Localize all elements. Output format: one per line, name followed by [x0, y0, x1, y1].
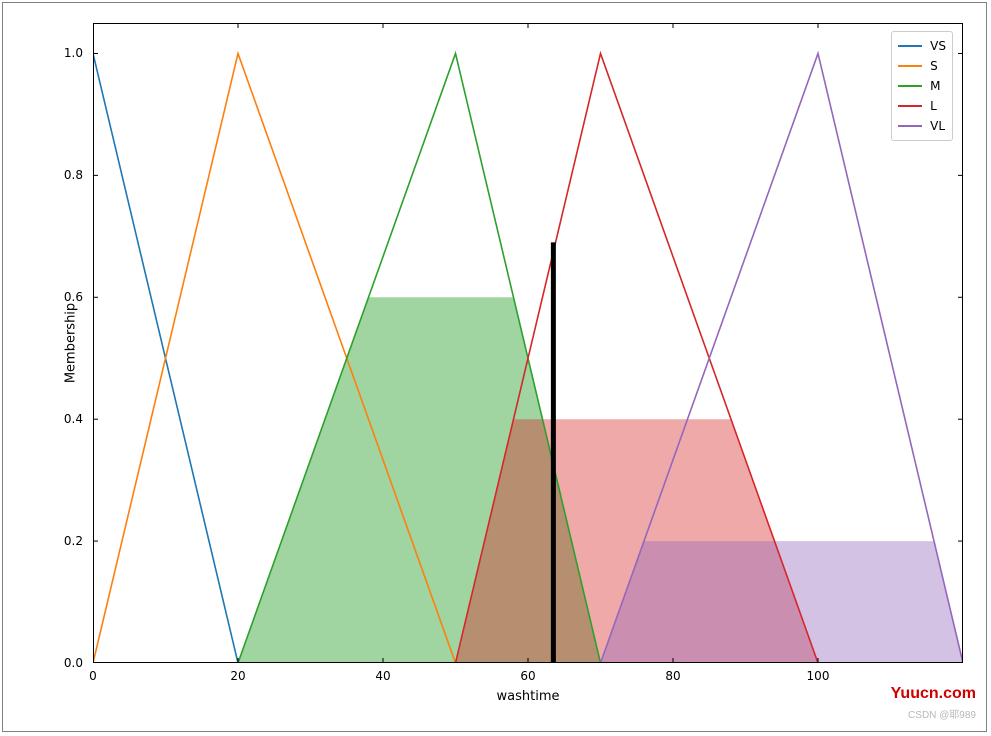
xtick-label: 40: [375, 669, 390, 683]
legend-swatch: [898, 85, 922, 87]
xtick-label: 100: [807, 669, 830, 683]
legend-swatch: [898, 125, 922, 127]
legend-label: S: [930, 59, 938, 73]
ytick-label: 1.0: [64, 46, 83, 60]
ytick-label: 0.4: [64, 412, 83, 426]
ytick-label: 0.6: [64, 290, 83, 304]
chart-frame: washtime Membership VS SML VL Yuucn.com CS…: [2, 2, 987, 732]
xtick-label: 0: [89, 669, 97, 683]
y-axis-label: Membership: [64, 303, 79, 383]
legend-label: VL: [930, 119, 945, 133]
watermark-csdn: CSDN @耶989: [908, 706, 976, 721]
plot-area: [93, 23, 963, 663]
legend-item-S: S: [898, 56, 946, 76]
legend-label: M: [930, 79, 940, 93]
ytick-label: 0.0: [64, 656, 83, 670]
ytick-label: 0.2: [64, 534, 83, 548]
xtick-label: 20: [230, 669, 245, 683]
plot-svg: [93, 23, 963, 663]
xtick-label: 80: [665, 669, 680, 683]
legend-label: L: [930, 99, 937, 113]
legend-item-M: M: [898, 76, 946, 96]
legend-label: VS: [930, 39, 946, 53]
legend-swatch: [898, 65, 922, 67]
legend-item-VL: VL: [898, 116, 946, 136]
legend-swatch: [898, 105, 922, 107]
legend-swatch: [898, 45, 922, 47]
ytick-label: 0.8: [64, 168, 83, 182]
xtick-label: 60: [520, 669, 535, 683]
watermark-yuucn: Yuucn.com: [891, 685, 976, 703]
legend: VS SML VL: [891, 31, 953, 141]
legend-item-VS: VS: [898, 36, 946, 56]
x-axis-label: washtime: [497, 689, 560, 704]
legend-item-L: L: [898, 96, 946, 116]
